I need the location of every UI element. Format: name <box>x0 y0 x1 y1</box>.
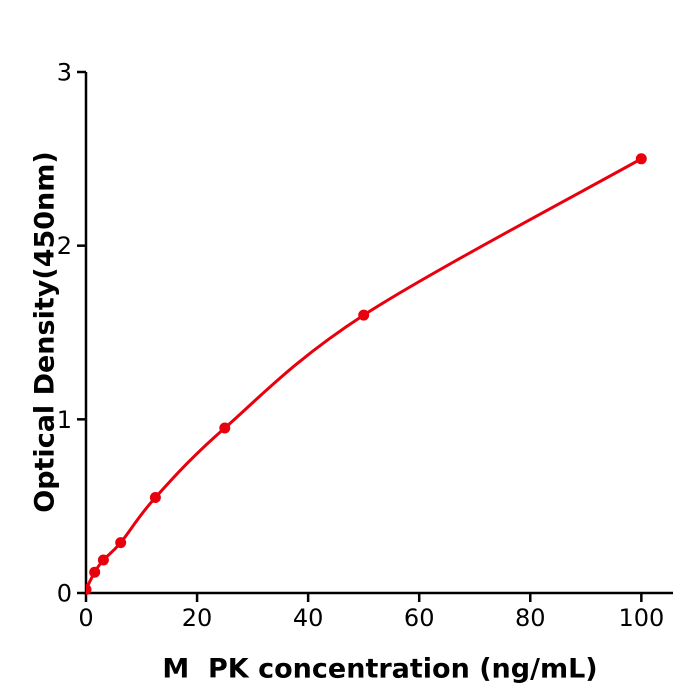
standard-curve-line <box>86 157 643 592</box>
y-axis-label: Optical Density(450nm) <box>29 151 61 513</box>
data-point <box>149 492 161 503</box>
data-point <box>635 153 647 165</box>
data-point <box>358 309 370 321</box>
x-tick-label: 0 <box>78 604 93 632</box>
data-point <box>115 537 127 549</box>
x-axis-label: M PK concentration (ng/mL) <box>162 653 598 685</box>
axis-spines <box>84 72 673 595</box>
y-tick-label: 2 <box>57 232 72 260</box>
x-tick-label: 40 <box>293 604 324 632</box>
x-tick-label: 60 <box>404 604 435 632</box>
x-tick-label: 20 <box>182 604 213 632</box>
y-tick-label: 3 <box>57 59 72 87</box>
data-point <box>219 422 231 434</box>
data-point <box>89 566 101 578</box>
data-point <box>97 554 109 566</box>
x-tick-label: 80 <box>515 604 546 632</box>
y-tick-label: 0 <box>57 580 72 608</box>
data-point <box>86 584 92 595</box>
x-tick-label: 100 <box>618 604 664 632</box>
y-tick-label: 1 <box>57 406 72 434</box>
